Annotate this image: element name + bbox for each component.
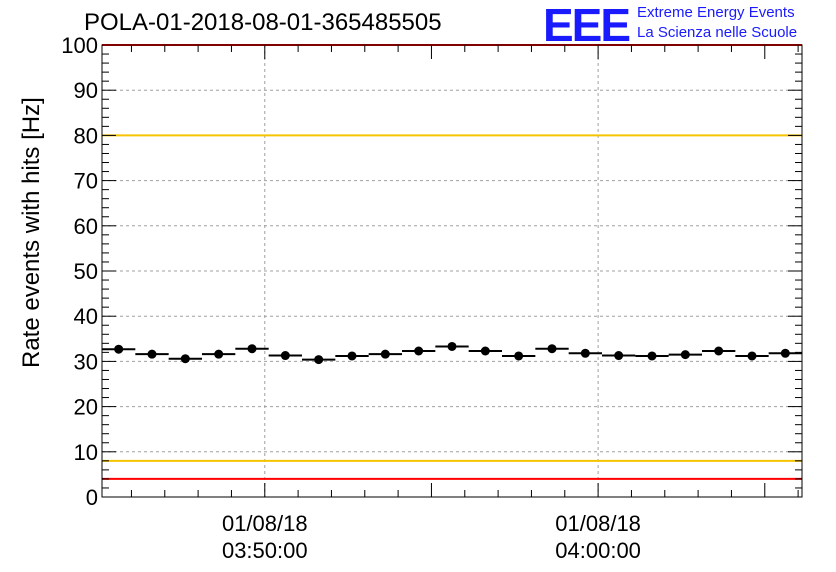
data-point: [447, 341, 457, 351]
data-point: [280, 351, 290, 361]
x-tick-label-date: 01/08/18: [222, 511, 308, 536]
x-tick-label-time: 04:00:00: [555, 538, 641, 563]
y-tick-label: 70: [74, 169, 98, 194]
data-point: [780, 348, 790, 358]
x-tick-label-time: 03:50:00: [222, 538, 308, 563]
data-point: [414, 346, 424, 356]
logo-subtitle-line2: La Scienza nelle Scuole: [637, 24, 798, 41]
data-point: [380, 349, 390, 359]
data-point: [747, 351, 757, 361]
data-point: [680, 350, 690, 360]
chart-title: POLA-01-2018-08-01-365485505: [84, 9, 442, 36]
logo-subtitle-line1: Extreme Energy Events: [637, 4, 795, 21]
data-point: [547, 344, 557, 354]
data-point: [214, 349, 224, 359]
data-point: [714, 346, 724, 356]
data-point: [480, 346, 490, 356]
y-tick-label: 0: [86, 485, 98, 510]
y-tick-label: 60: [74, 214, 98, 239]
data-point: [180, 354, 190, 364]
data-point: [514, 351, 524, 361]
data-point: [614, 351, 624, 361]
y-tick-label: 40: [74, 304, 98, 329]
data-point: [147, 349, 157, 359]
y-tick-label: 30: [74, 349, 98, 374]
data-point: [114, 344, 124, 354]
data-point: [580, 348, 590, 358]
y-tick-label: 10: [74, 440, 98, 465]
data-point: [247, 344, 257, 354]
eee-logo: EEE: [543, 0, 631, 51]
y-tick-label: 90: [74, 78, 98, 103]
x-tick-label-date: 01/08/18: [555, 511, 641, 536]
data-point: [647, 351, 657, 361]
y-tick-label: 50: [74, 259, 98, 284]
data-point: [347, 351, 357, 361]
y-tick-label: 100: [61, 33, 98, 58]
y-tick-label: 80: [74, 123, 98, 148]
data-point: [314, 355, 324, 365]
y-tick-label: 20: [74, 395, 98, 420]
